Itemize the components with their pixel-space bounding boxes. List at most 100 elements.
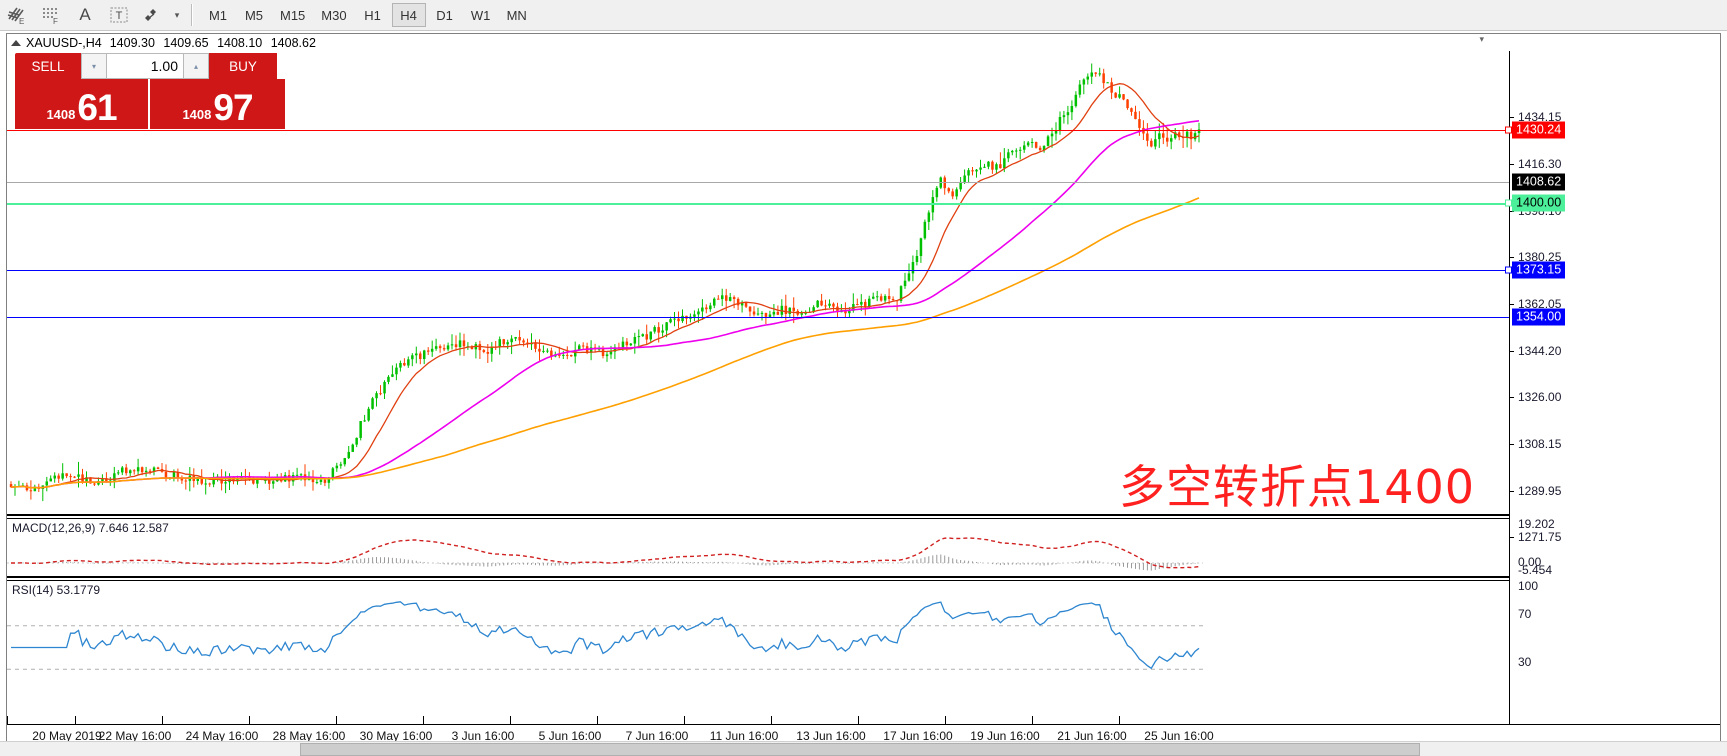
timeframe-button-d1[interactable]: D1 <box>436 7 453 23</box>
timeframe-button-mn[interactable]: MN <box>506 7 527 23</box>
macd-tick-label: 19.202 <box>1518 517 1555 531</box>
macd-tick-label: -5.454 <box>1518 563 1553 577</box>
time-tick-separator <box>336 716 337 725</box>
price-tick-label: 1362.05 <box>1509 297 1562 311</box>
time-tick-label: 20 May 2019 <box>32 729 102 743</box>
time-tick-separator <box>771 716 772 725</box>
time-tick-label: 22 May 16:00 <box>98 729 172 743</box>
time-tick-separator <box>684 716 685 725</box>
price-tick-label: 1271.75 <box>1509 530 1562 544</box>
price-level-line-red[interactable] <box>7 130 1509 131</box>
time-tick-label: 3 Jun 16:00 <box>451 729 515 743</box>
scrollbar-thumb[interactable] <box>300 743 1420 756</box>
timeframe-button-h1[interactable]: H1 <box>364 7 381 23</box>
objects-dropdown-caret-icon[interactable]: ▾ <box>174 9 180 20</box>
chart-annotation-text: 多空转折点1400 <box>1119 460 1476 514</box>
volume-input[interactable]: 1.00 <box>107 53 183 79</box>
price-level-line-blue[interactable] <box>7 270 1509 271</box>
timeframe-group: M1 M5 M15 M30 H1 H4 D1 W1 MN <box>200 3 535 27</box>
price-axis[interactable]: 1434.151416.301398.101380.251362.051344.… <box>1505 51 1720 724</box>
chart-symbol-label: XAUUSD-,H4 <box>26 35 102 50</box>
time-tick-separator <box>162 716 163 725</box>
one-click-trading-panel[interactable]: SELL ▾ 1.00 ▴ BUY 1408 61 1408 97 <box>15 53 285 129</box>
price-level-line-blue[interactable] <box>7 317 1509 318</box>
time-tick-separator <box>249 716 250 725</box>
time-tick-label: 19 Jun 16:00 <box>970 729 1040 743</box>
timeframe-button-h4[interactable]: H4 <box>391 3 426 27</box>
buy-price-integer: 1408 <box>182 107 212 122</box>
time-tick-separator <box>75 716 76 725</box>
buy-price-display[interactable]: 1408 97 <box>150 79 285 129</box>
time-tick-separator <box>1119 716 1120 725</box>
sell-price-display[interactable]: 1408 61 <box>15 79 148 129</box>
price-tick-label: 1308.15 <box>1509 437 1562 451</box>
rsi-label: RSI(14) 53.1779 <box>12 583 101 597</box>
time-tick-label: 24 May 16:00 <box>185 729 259 743</box>
time-tick-separator <box>597 716 598 725</box>
chart-collapse-icon[interactable]: ▾ <box>1479 34 1484 44</box>
buy-price-decimal: 97 <box>213 87 253 128</box>
svg-text:T: T <box>116 10 123 22</box>
price-tick-label: 1289.95 <box>1509 484 1562 498</box>
price-level-line-black[interactable] <box>7 182 1509 183</box>
sell-button[interactable]: SELL <box>15 53 81 79</box>
time-tick-label: 30 May 16:00 <box>359 729 433 743</box>
ohlc-high: 1409.65 <box>163 35 209 50</box>
main-toolbar: E F A T <box>0 0 1727 31</box>
time-tick-label: 25 Jun 16:00 <box>1144 729 1214 743</box>
time-tick-separator <box>510 716 511 725</box>
chart-window: XAUUSD-,H4 1409.30 1409.65 1408.10 1408.… <box>6 33 1721 748</box>
time-tick-label: 11 Jun 16:00 <box>709 729 779 743</box>
price-level-badge-black[interactable]: 1408.62 <box>1512 173 1566 191</box>
toolbar-divider <box>191 4 193 26</box>
price-level-badge-blue[interactable]: 1354.00 <box>1512 308 1566 326</box>
buy-button[interactable]: BUY <box>209 53 277 79</box>
macd-indicator-pane[interactable]: MACD(12,26,9) 7.646 12.587 <box>7 518 1509 578</box>
rsi-indicator-pane[interactable]: RSI(14) 53.1779 <box>7 580 1509 724</box>
time-tick-separator <box>7 716 8 725</box>
one-click-trading-prices: 1408 61 1408 97 <box>15 79 285 129</box>
time-tick-separator <box>945 716 946 725</box>
rsi-canvas <box>7 601 1203 670</box>
text-label-icon[interactable]: A <box>79 5 91 24</box>
timeframe-button-w1[interactable]: W1 <box>470 7 491 23</box>
price-tick-label: 1344.20 <box>1509 344 1562 358</box>
rsi-tick-label: 100 <box>1518 579 1539 593</box>
volume-increment-button[interactable]: ▴ <box>183 53 209 79</box>
macd-canvas <box>7 537 1203 571</box>
timeframe-button-m30[interactable]: M30 <box>321 7 347 23</box>
price-level-badge-blue[interactable]: 1373.15 <box>1512 261 1566 279</box>
collapse-triangle-icon[interactable] <box>11 39 21 46</box>
price-level-handle[interactable] <box>1505 199 1512 207</box>
price-tick-label: 1434.15 <box>1509 110 1562 124</box>
timeframe-button-m5[interactable]: M5 <box>244 7 264 23</box>
price-level-badge-green[interactable]: 1400.00 <box>1512 194 1566 212</box>
ohlc-close: 1408.62 <box>270 35 316 50</box>
price-level-handle[interactable] <box>1505 126 1512 134</box>
svg-text:F: F <box>53 17 58 25</box>
volume-decrement-button[interactable]: ▾ <box>81 53 107 79</box>
macd-tick-label: 0.00 <box>1518 555 1542 569</box>
time-tick-label: 17 Jun 16:00 <box>883 729 953 743</box>
time-tick-label: 21 Jun 16:00 <box>1057 729 1127 743</box>
timeframe-button-m15[interactable]: M15 <box>280 7 306 23</box>
expert-advisors-icon[interactable]: E <box>0 1 34 29</box>
horizontal-scrollbar[interactable] <box>0 741 1727 756</box>
text-box-icon[interactable]: T <box>102 1 136 29</box>
time-tick-separator <box>858 716 859 725</box>
price-tick-label: 1416.30 <box>1509 157 1562 171</box>
price-level-handle[interactable] <box>1505 266 1512 274</box>
one-click-trading-controls: SELL ▾ 1.00 ▴ BUY <box>15 53 285 79</box>
objects-list-icon[interactable] <box>136 1 170 29</box>
price-level-badge-red[interactable]: 1430.24 <box>1512 121 1566 139</box>
time-tick-label: 7 Jun 16:00 <box>625 729 689 743</box>
time-tick-label: 28 May 16:00 <box>272 729 346 743</box>
time-tick-separator <box>1032 716 1033 725</box>
chart-header-bar: XAUUSD-,H4 1409.30 1409.65 1408.10 1408.… <box>7 34 1720 51</box>
sell-price-decimal: 61 <box>77 87 117 128</box>
price-level-line-green[interactable] <box>7 203 1509 205</box>
grid-icon[interactable]: F <box>34 1 68 29</box>
rsi-tick-label: 70 <box>1518 607 1532 621</box>
timeframe-button-m1[interactable]: M1 <box>208 7 228 23</box>
